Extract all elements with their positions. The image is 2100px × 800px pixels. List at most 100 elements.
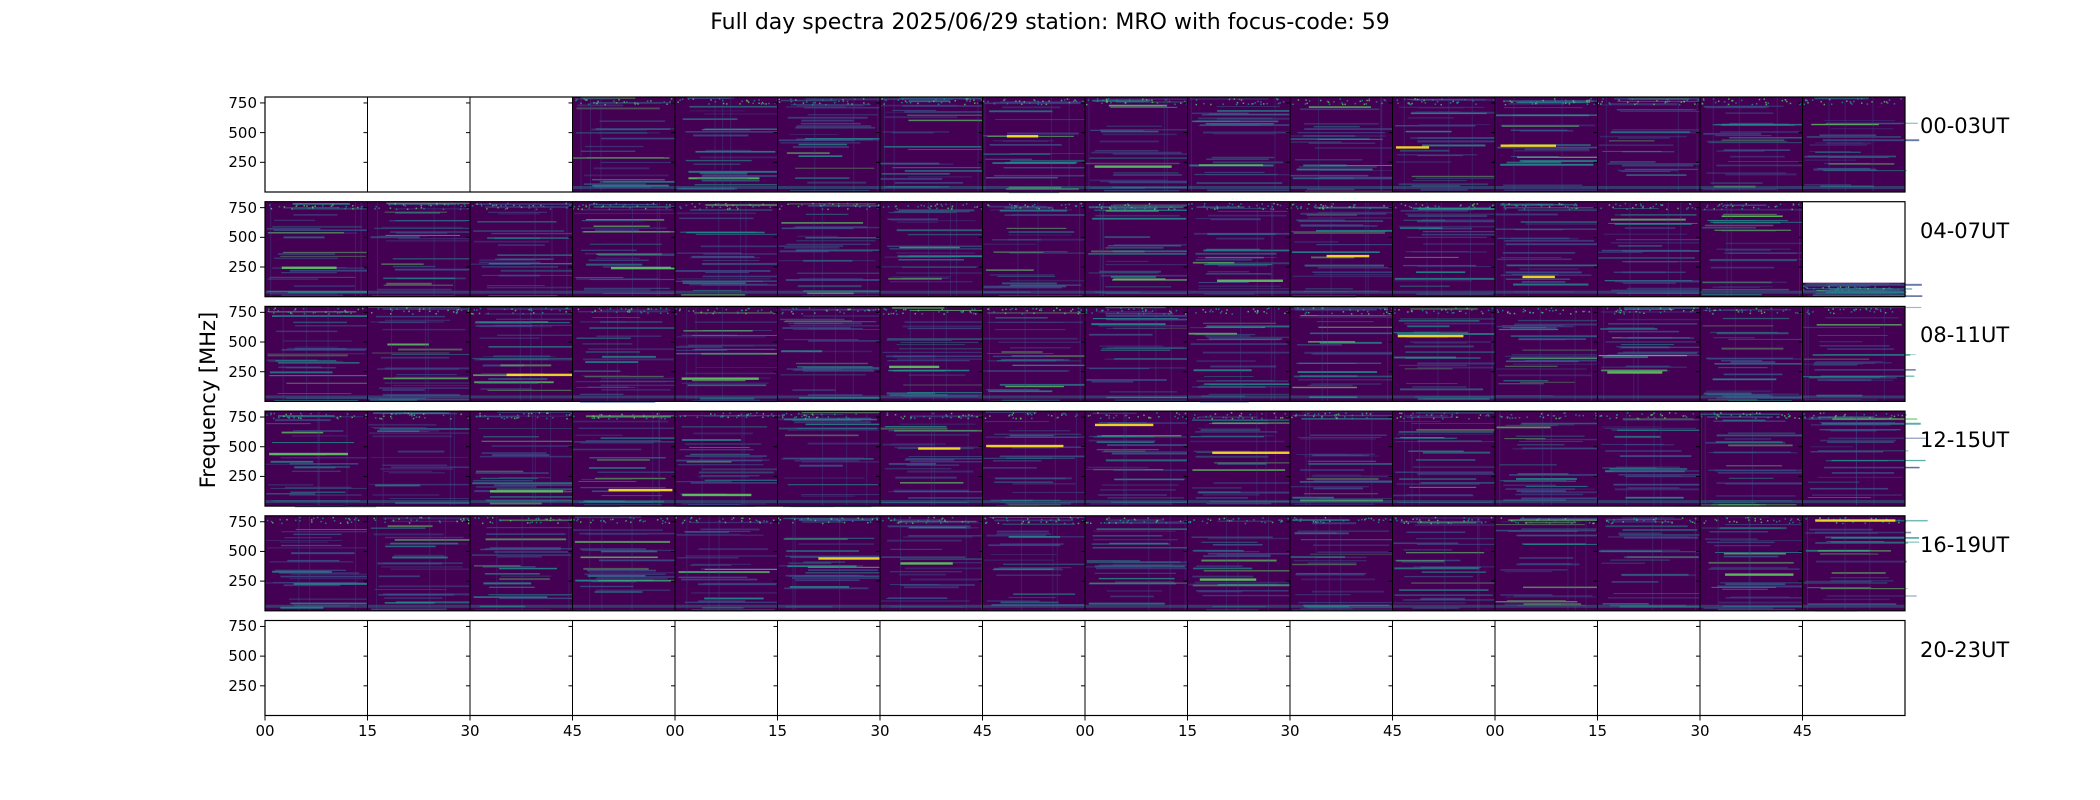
spectra-panel-data: [1286, 306, 1414, 402]
spectra-panel-empty: [1081, 620, 1188, 716]
spectra-panel-empty: [363, 97, 470, 192]
spectra-panel-data: [876, 97, 1006, 192]
ytick-label: 250: [228, 153, 257, 172]
spectra-panel-empty: [568, 620, 675, 716]
row-label: 20-23UT: [1920, 637, 2010, 662]
spectra-panel-data: [265, 515, 394, 611]
spectra-panel-data: [568, 306, 701, 403]
spectra-panel-data: [671, 97, 792, 192]
spectra-panel-data: [1081, 515, 1202, 611]
row-label: 12-15UT: [1920, 428, 2010, 453]
row-frame: [264, 96, 1906, 193]
xtick-label: 00: [665, 722, 685, 740]
spectra-panel-empty: [1798, 620, 1905, 716]
spectra-panel-empty: [1593, 620, 1700, 716]
ytick-label: 750: [228, 512, 257, 531]
spectra-panel-empty: [671, 620, 778, 716]
row-label: 08-11UT: [1920, 323, 2010, 348]
spectra-panel-data: [1798, 97, 1920, 192]
ytick-label: 500: [228, 333, 257, 352]
spectra-panel-data: [671, 306, 787, 403]
spectra-panel-data: [1081, 411, 1211, 507]
spectra-panel-partial: [1798, 201, 1923, 298]
spectra-panel-data: [466, 515, 598, 611]
spectra-panel-empty: [1491, 620, 1598, 716]
ytick-label: 250: [228, 572, 257, 591]
spectra-panel-data: [1593, 411, 1727, 507]
xtick-label: 30: [460, 722, 480, 740]
spectra-panel-data: [1388, 97, 1514, 192]
row-label: 04-07UT: [1920, 218, 2010, 243]
spectra-panel-data: [773, 97, 905, 192]
spectra-panel-data: [1798, 411, 1926, 507]
xtick-label: 15: [1587, 722, 1608, 740]
spectra-panel-data: [1081, 201, 1211, 297]
spectra-panel-data: [1491, 411, 1628, 507]
spectra-panel-data: [568, 201, 701, 297]
spectra-panel-data: [1183, 515, 1318, 612]
spectra-panel-empty: [1183, 620, 1290, 716]
xtick-label: 00: [1485, 722, 1505, 740]
spectra-panel-empty: [1696, 620, 1803, 716]
spectra-panel-empty: [363, 620, 470, 716]
spectra-panel-data: [978, 515, 1104, 612]
ytick-label: 250: [228, 258, 257, 276]
spectra-panel-empty: [773, 620, 880, 716]
xtick-label: 30: [1690, 722, 1710, 740]
spectra-panel-data: [978, 97, 1105, 194]
spectra-panel-data: [568, 97, 703, 192]
spectra-panel-data: [978, 201, 1103, 298]
xtick-label: 15: [357, 722, 378, 740]
chart-title: Full day spectra 2025/06/29 station: MRO…: [710, 10, 1390, 35]
xtick-label: 45: [1382, 722, 1403, 740]
xtick-label: 45: [562, 722, 583, 740]
spectra-row: [260, 619, 1906, 717]
spectra-panel-data: [1081, 97, 1218, 192]
spectra-panel-empty: [876, 620, 983, 716]
spectra-panel-data: [363, 515, 497, 611]
ytick-label: 500: [228, 437, 257, 456]
row-frame: [264, 515, 1906, 612]
row-frame: [264, 410, 1906, 507]
xtick-label: 30: [870, 722, 890, 740]
row-frame: [264, 201, 1906, 298]
spectra-panel-data: [568, 515, 697, 612]
ytick-label: 500: [228, 647, 257, 666]
spectra-panel-data: [363, 201, 498, 297]
spectra-panel-data: [1388, 201, 1523, 297]
spectra-panel-data: [876, 306, 1005, 402]
spectra-panel-empty: [1388, 620, 1495, 716]
spectra-panel-data: [773, 306, 899, 402]
spectra-panel-empty: [265, 97, 368, 192]
spectra-panel-data: [1081, 306, 1215, 402]
spectra-row: [260, 515, 1928, 612]
spectra-panel-data: [363, 411, 491, 507]
ytick-label: 250: [228, 676, 257, 695]
ytick-label: 750: [228, 408, 257, 427]
spectra-panel-data: [1696, 411, 1821, 507]
spectra-row: [260, 96, 1920, 194]
xtick-label: 45: [972, 722, 993, 740]
spectra-panel-data: [1593, 306, 1717, 402]
spectra-panel-data: [1593, 201, 1713, 297]
spectra-panel-data: [466, 201, 596, 297]
spectra-panel-empty: [466, 97, 573, 192]
row-frame: [264, 305, 1906, 402]
spectra-panel-data: [363, 306, 498, 402]
ytick-label: 750: [228, 93, 257, 112]
spectra-panel-empty: [265, 620, 368, 716]
xtick-label: 00: [255, 722, 275, 740]
spectra-panel-data: [1696, 306, 1825, 403]
spectra-panel-data: [978, 306, 1107, 403]
row-label: 16-19UT: [1920, 532, 2010, 557]
spectra-panel-data: [1183, 201, 1311, 297]
xtick-label: 30: [1280, 722, 1300, 740]
spectra-panel-data: [1286, 411, 1415, 507]
spectra-panel-data: [671, 201, 801, 297]
ytick-label: 250: [228, 467, 257, 486]
spectra-panel-data: [1286, 201, 1412, 298]
xtick-label: 00: [1075, 722, 1095, 740]
spectra-panel-data: [265, 411, 385, 508]
